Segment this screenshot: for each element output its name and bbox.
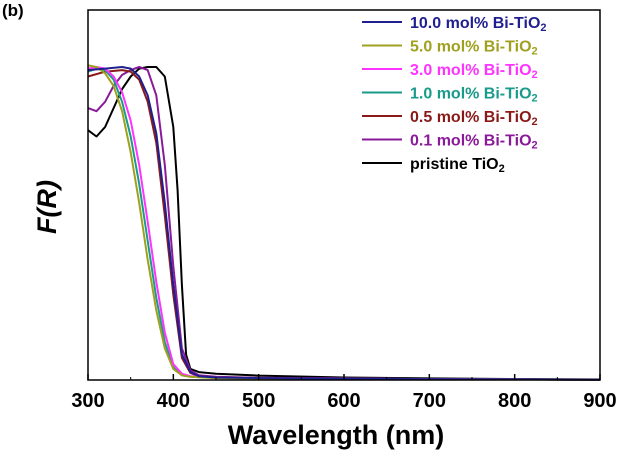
x-tick-label-1: 400 [157,390,190,412]
x-tick-label-4: 700 [413,390,446,412]
y-axis-title: F(R) [32,180,62,234]
series-line-0 [87,66,601,381]
panel-label: (b) [2,1,24,20]
legend-label-3: 1.0 mol% Bi-TiO2 [410,86,538,105]
x-axis-title: Wavelength (nm) [228,420,445,450]
x-tick-label-2: 500 [242,390,275,412]
legend-label-6: pristine TiO2 [410,156,505,175]
x-tick-label-6: 900 [583,390,616,412]
legend-label-4: 0.5 mol% Bi-TiO2 [410,109,538,128]
legend-label-0: 10.0 mol% Bi-TiO2 [410,15,547,34]
legend: 10.0 mol% Bi-TiO2 5.0 mol% Bi-TiO2 3.0 mol… [362,15,547,175]
legend-label-1: 5.0 mol% Bi-TiO2 [410,39,538,58]
legend-label-2: 3.0 mol% Bi-TiO2 [410,62,538,81]
ticks-layer: 300 400 500 600 700 800 900 [71,374,617,412]
x-tick-label-5: 800 [498,390,531,412]
x-tick-label-0: 300 [71,390,104,412]
legend-label-5: 0.1 mol% Bi-TiO2 [410,133,538,152]
x-tick-label-3: 600 [327,390,360,412]
